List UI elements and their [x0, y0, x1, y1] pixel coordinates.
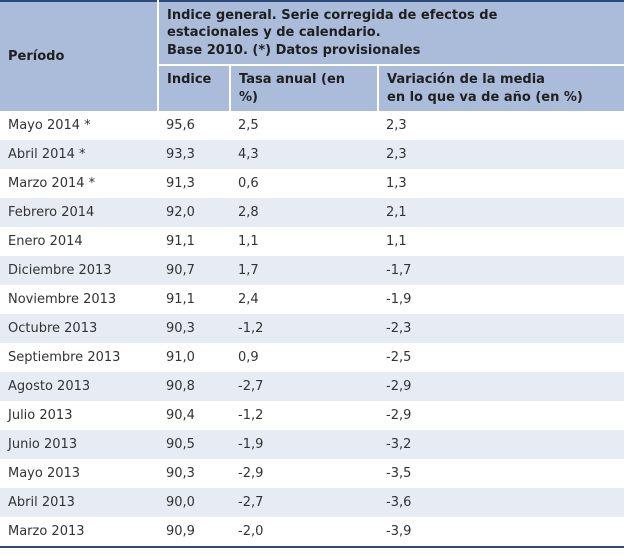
table-row: Mayo 2014 * 95,6 2,5 2,3	[0, 111, 624, 140]
value-cell: 91,3	[166, 176, 195, 191]
value-cell: -3,6	[386, 495, 412, 510]
value-cell: -1,7	[386, 263, 412, 278]
value-cell: -2,5	[386, 350, 412, 365]
period-cell: Mayo 2013	[8, 466, 81, 481]
period-cell: Septiembre 2013	[8, 350, 121, 365]
group-header-row: Período Indice general. Serie corregida …	[0, 1, 624, 111]
value-cell: 90,9	[166, 524, 195, 539]
value-cell: 93,3	[166, 147, 195, 162]
value-cell: -2,0	[238, 524, 264, 539]
value-cell: 1,3	[386, 176, 407, 191]
period-column-header: Período	[0, 1, 159, 111]
value-cell: 2,4	[238, 292, 259, 307]
period-cell: Marzo 2013	[8, 524, 85, 539]
period-cell: Agosto 2013	[8, 379, 91, 394]
period-cell: Noviembre 2013	[8, 292, 117, 307]
value-cell: 2,3	[386, 147, 407, 162]
table-row: Marzo 2013 90,9 -2,0 -3,9	[0, 517, 624, 547]
column-header-variacion: Variación de la media en lo que va de añ…	[378, 64, 624, 111]
value-cell: -1,2	[238, 321, 264, 336]
table-row: Junio 2013 90,5 -1,9 -3,2	[0, 430, 624, 459]
value-cell: 91,0	[166, 350, 195, 365]
table-row: Septiembre 2013 91,0 0,9 -2,5	[0, 343, 624, 372]
value-cell: -1,9	[386, 292, 412, 307]
period-cell: Diciembre 2013	[8, 263, 112, 278]
value-cell: -3,9	[386, 524, 412, 539]
value-cell: 90,4	[166, 408, 195, 423]
value-cell: 90,8	[166, 379, 195, 394]
column-header-indice: Indice	[158, 64, 231, 111]
table-body: Mayo 2014 * 95,6 2,5 2,3 Abril 2014 * 93,3 4,3…	[0, 111, 624, 547]
table-row: Marzo 2014 * 91,3 0,6 1,3	[0, 169, 624, 198]
value-cell: 1,7	[238, 263, 259, 278]
table-row: Julio 2013 90,4 -1,2 -2,9	[0, 401, 624, 430]
value-cell: -2,7	[238, 379, 264, 394]
value-cell: 2,8	[238, 205, 259, 220]
table-row: Diciembre 2013 90,7 1,7 -1,7	[0, 256, 624, 285]
value-cell: 90,7	[166, 263, 195, 278]
value-cell: 95,6	[166, 118, 195, 133]
value-cell: 90,0	[166, 495, 195, 510]
table-row: Octubre 2013 90,3 -1,2 -2,3	[0, 314, 624, 343]
value-cell: 2,1	[386, 205, 407, 220]
value-cell: 0,9	[238, 350, 259, 365]
value-cell: -2,9	[386, 408, 412, 423]
period-cell: Enero 2014	[8, 234, 83, 249]
column-header-tasa-anual: Tasa anual (en %)	[230, 64, 379, 111]
table-group-header: Indice general. Serie corregida de efect…	[158, 1, 624, 65]
value-cell: 1,1	[386, 234, 407, 249]
value-cell: -2,3	[386, 321, 412, 336]
value-cell: 2,3	[386, 118, 407, 133]
table-row: Enero 2014 91,1 1,1 1,1	[0, 227, 624, 256]
value-cell: 1,1	[238, 234, 259, 249]
value-cell: 4,3	[238, 147, 259, 162]
value-cell: 90,3	[166, 321, 195, 336]
period-cell: Julio 2013	[8, 408, 73, 423]
value-cell: -1,2	[238, 408, 264, 423]
table-row: Noviembre 2013 91,1 2,4 -1,9	[0, 285, 624, 314]
table-row: Abril 2013 90,0 -2,7 -3,6	[0, 488, 624, 517]
period-cell: Octubre 2013	[8, 321, 98, 336]
value-cell: -2,7	[238, 495, 264, 510]
value-cell: -3,5	[386, 466, 412, 481]
period-cell: Febrero 2014	[8, 205, 95, 220]
value-cell: -2,9	[386, 379, 412, 394]
value-cell: 91,1	[166, 234, 195, 249]
value-cell: 0,6	[238, 176, 259, 191]
column-header-row: Indice Tasa anual (en %) Variación de la m…	[0, 64, 624, 111]
period-cell: Abril 2013	[8, 495, 75, 510]
value-cell: 91,1	[166, 292, 195, 307]
table-row: Abril 2014 * 93,3 4,3 2,3	[0, 140, 624, 169]
period-cell: Junio 2013	[8, 437, 78, 452]
value-cell: -3,2	[386, 437, 412, 452]
table-row: Febrero 2014 92,0 2,8 2,1	[0, 198, 624, 227]
value-cell: 90,5	[166, 437, 195, 452]
period-cell: Mayo 2014 *	[8, 118, 91, 133]
period-cell: Marzo 2014 *	[8, 176, 96, 191]
table-row: Agosto 2013 90,8 -2,7 -2,9	[0, 372, 624, 401]
value-cell: -2,9	[238, 466, 264, 481]
value-cell: 2,5	[238, 118, 259, 133]
table-header: Período Indice general. Serie corregida …	[0, 1, 624, 111]
table-row: Mayo 2013 90,3 -2,9 -3,5	[0, 459, 624, 488]
value-cell: 90,3	[166, 466, 195, 481]
value-cell: -1,9	[238, 437, 264, 452]
value-cell: 92,0	[166, 205, 195, 220]
period-cell: Abril 2014 *	[8, 147, 86, 162]
